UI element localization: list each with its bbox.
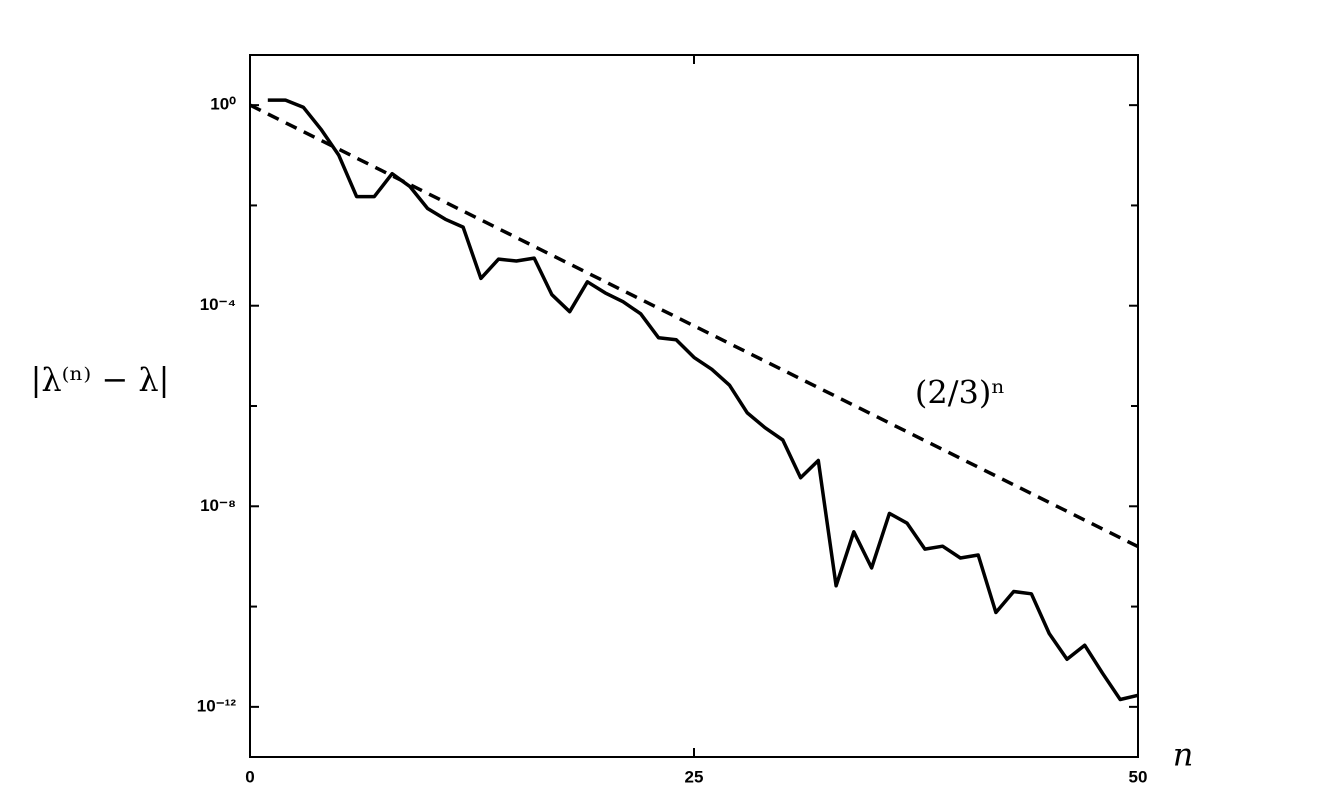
data-line	[249, 103, 1139, 549]
y-tick-label: 10⁻⁸	[200, 496, 236, 515]
x-tick-label: 50	[1129, 767, 1148, 786]
annotation: (2/3)ⁿ	[915, 374, 1005, 412]
y-tick-label: 10⁻⁴	[200, 295, 236, 314]
y-tick-label: 10⁰	[210, 95, 236, 114]
y-tick-label: 10⁻¹²	[197, 696, 237, 715]
x-tick-label: 25	[685, 767, 704, 786]
y-axis-label: |λ⁽ⁿ⁾ − λ|	[31, 361, 170, 399]
data-line	[267, 98, 1139, 702]
x-axis-label: n	[1173, 736, 1194, 774]
x-tick-label: 0	[245, 767, 254, 786]
